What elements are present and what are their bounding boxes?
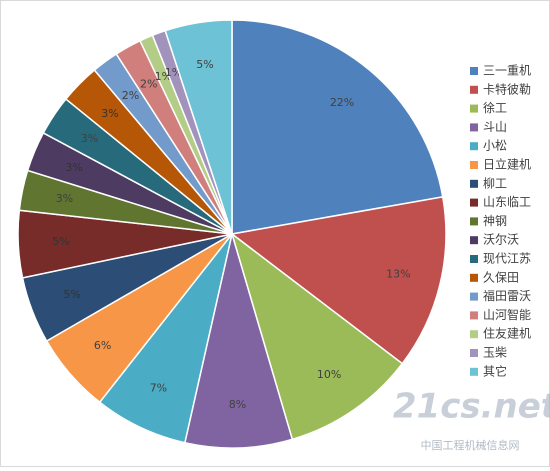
legend-label: 小松 (483, 139, 507, 153)
pie-slice (183, 231, 294, 449)
legend-swatch (470, 349, 478, 357)
data-label: 3% (101, 107, 118, 120)
data-label: 5% (196, 58, 213, 71)
legend-label: 日立建机 (483, 157, 531, 172)
data-label: 22% (330, 96, 354, 109)
watermark-text: 中国工程机械信息网 (421, 438, 520, 452)
legend-label: 现代江苏 (483, 252, 531, 266)
legend-swatch (470, 217, 478, 226)
legend-label: 神钢 (483, 214, 507, 228)
data-label: 6% (94, 339, 111, 352)
pie-slice (230, 195, 447, 365)
data-label: 3% (81, 132, 98, 145)
legend: 三一重机卡特彼勒徐工斗山小松日立建机柳工山东临工神钢沃尔沃现代江苏久保田福田雷沃… (470, 64, 531, 378)
legend-label: 三一重机 (483, 64, 531, 78)
data-label: 7% (150, 382, 167, 395)
legend-swatch (470, 198, 478, 207)
legend-label: 山东临工 (483, 195, 531, 209)
data-label: 5% (63, 288, 80, 301)
legend-label: 山河智能 (483, 307, 531, 322)
data-label: 5% (52, 235, 69, 248)
legend-label: 柳工 (483, 176, 507, 190)
legend-swatch (470, 85, 478, 94)
legend-label: 玉柴 (483, 346, 507, 360)
data-label: 3% (65, 161, 82, 174)
watermark-logo: 21cs.net (393, 387, 550, 427)
data-label: 8% (229, 398, 246, 411)
data-label: 13% (386, 267, 410, 280)
legend-label: 徐工 (483, 100, 507, 115)
legend-swatch (470, 273, 478, 282)
legend-swatch (470, 292, 478, 301)
legend-swatch (470, 142, 478, 151)
pie-slice (164, 19, 233, 235)
legend-swatch (470, 104, 478, 113)
legend-swatch (470, 311, 478, 320)
pie-slice (230, 232, 404, 441)
legend-swatch (470, 367, 478, 376)
legend-swatch (470, 67, 478, 75)
pie: 22%13%10%8%7%6%5%5%3%3%3%3%2%2%1%1%5% (17, 19, 447, 449)
legend-label: 斗山 (483, 120, 507, 134)
legend-swatch (470, 161, 478, 169)
legend-label: 卡特彼勒 (483, 81, 531, 96)
legend-label: 其它 (483, 363, 507, 378)
data-label: 2% (122, 89, 139, 102)
legend-label: 久保田 (483, 270, 519, 284)
legend-label: 住友建机 (483, 327, 531, 341)
legend-label: 沃尔沃 (483, 232, 519, 247)
legend-swatch (470, 330, 478, 339)
legend-label: 福田雷沃 (483, 288, 531, 303)
pie-slice (231, 19, 444, 235)
data-label: 3% (56, 192, 73, 205)
data-label: 2% (140, 77, 157, 90)
legend-swatch (470, 255, 478, 263)
legend-swatch (470, 236, 478, 245)
legend-swatch (470, 123, 478, 132)
legend-swatch (470, 179, 478, 188)
data-label: 10% (317, 368, 341, 381)
